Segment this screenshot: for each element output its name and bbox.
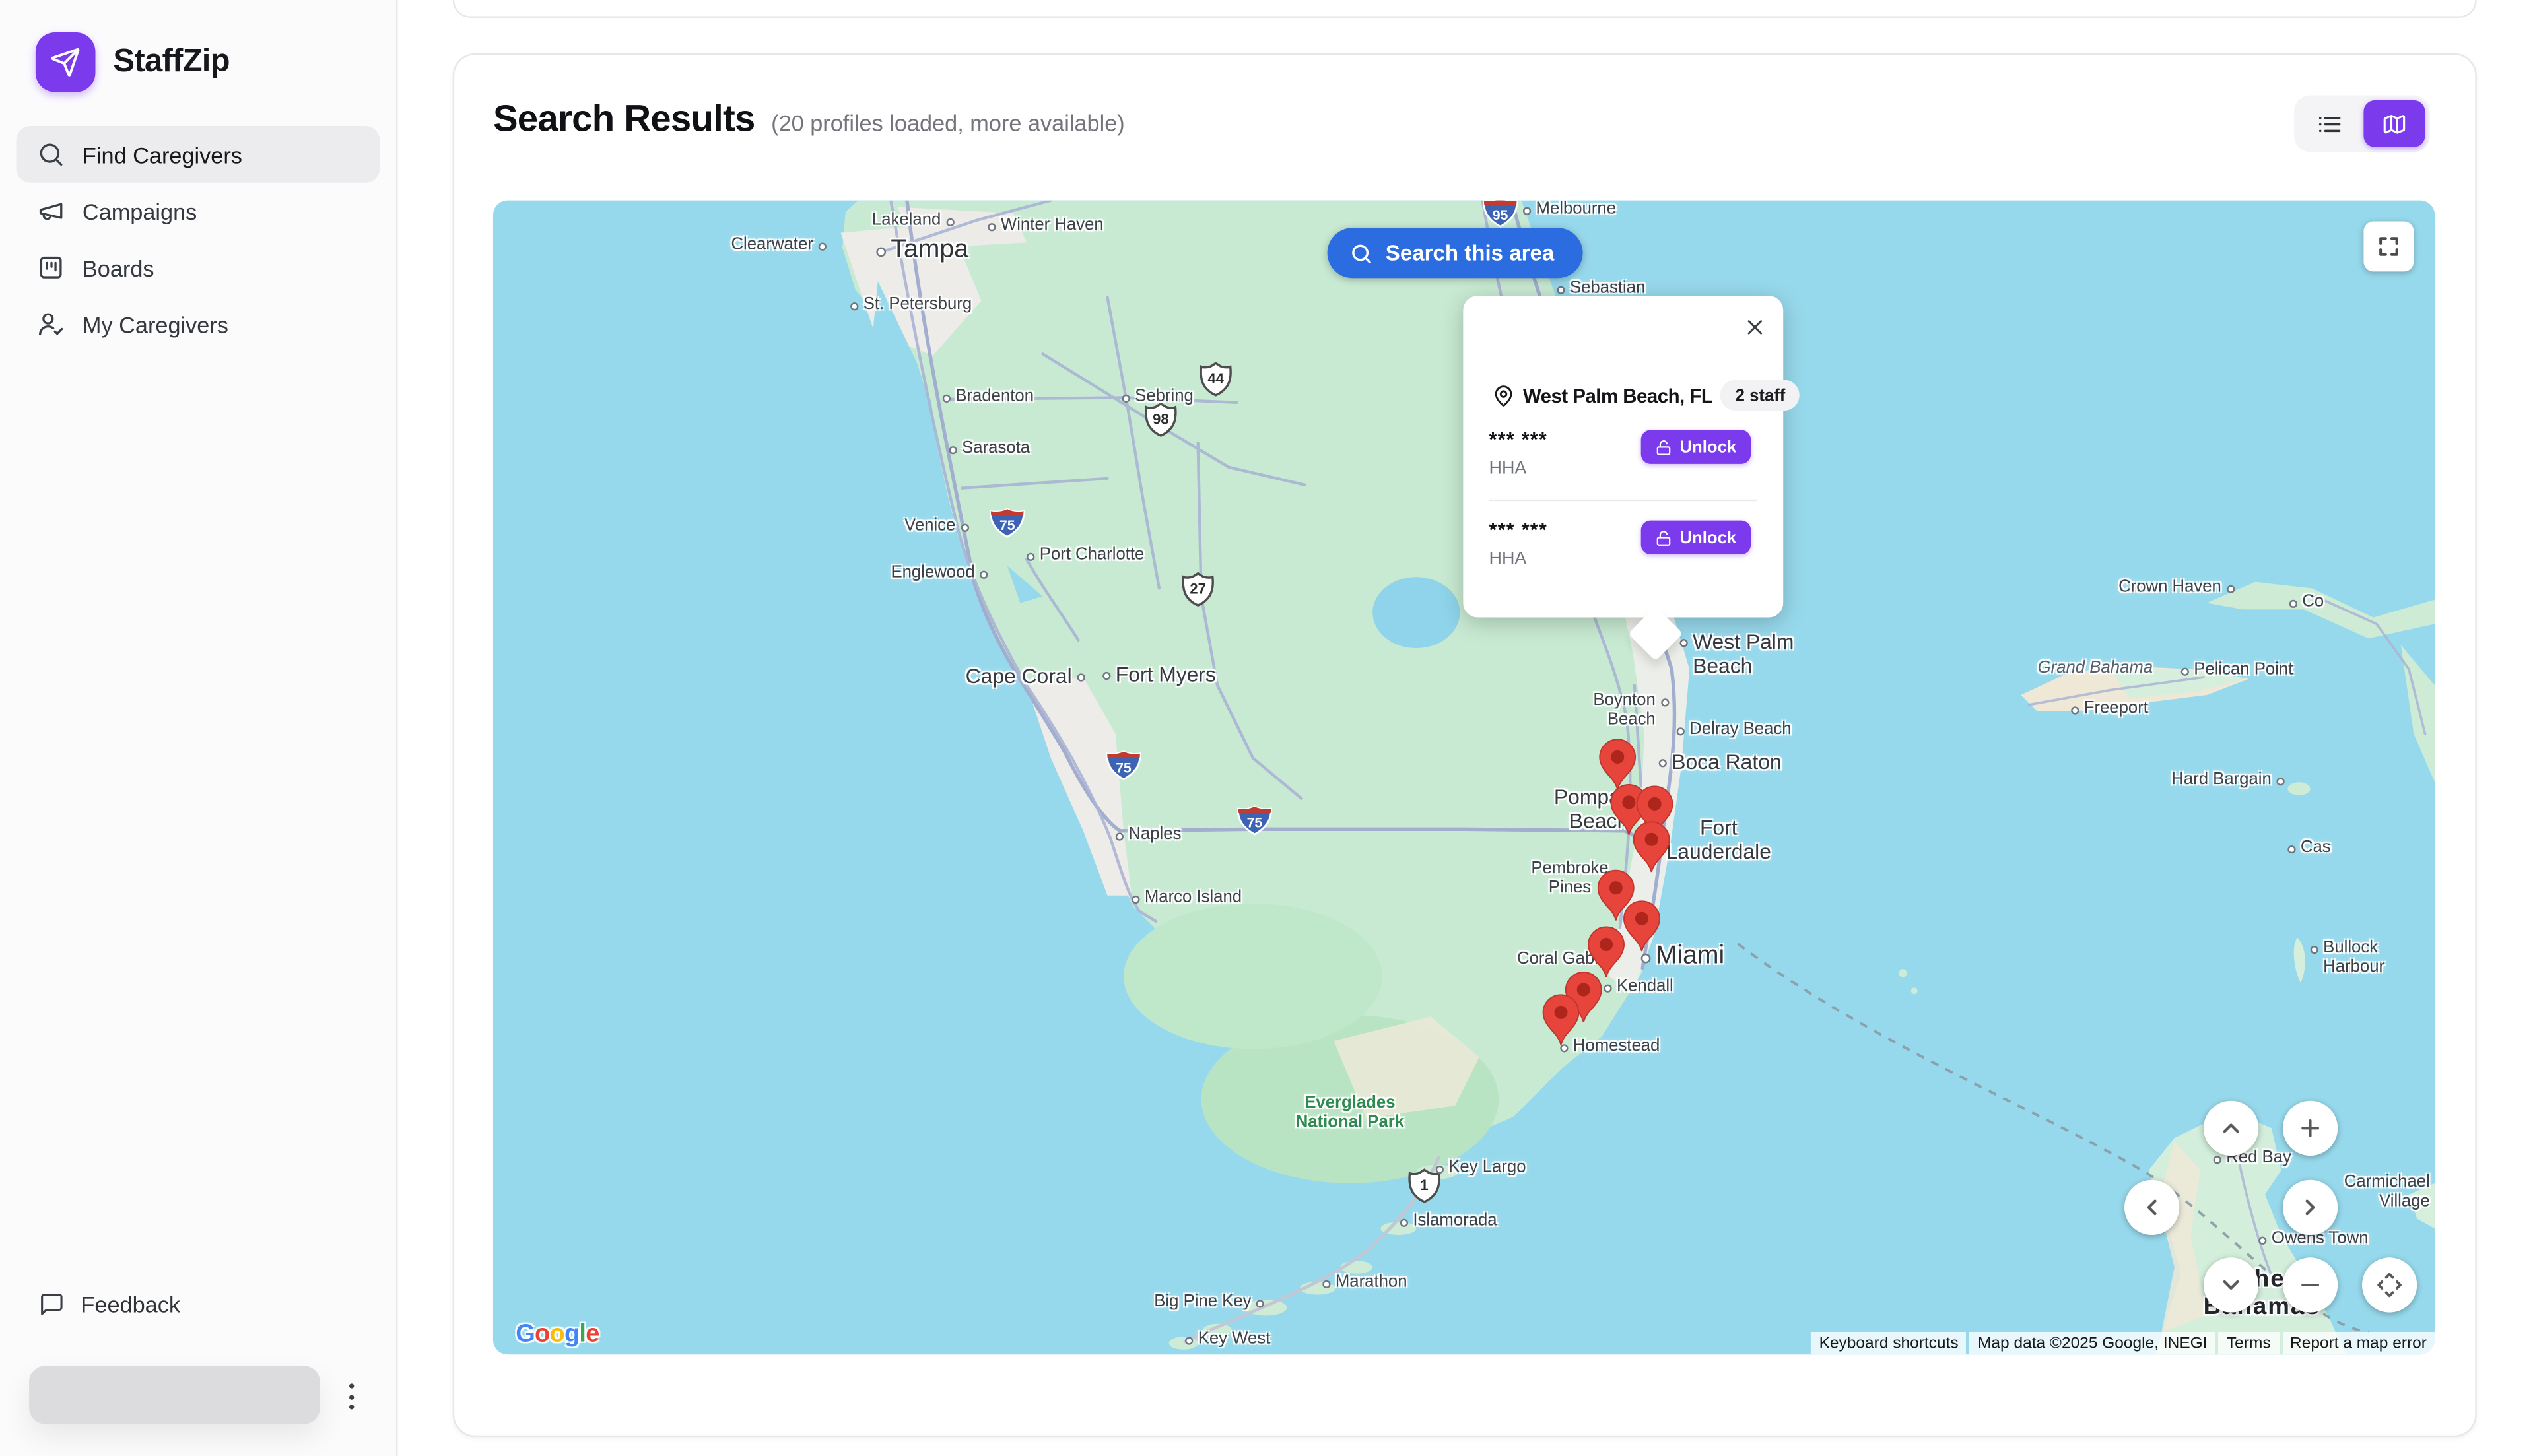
sidebar-item-label: My Caregivers bbox=[82, 311, 228, 337]
pan-right-button[interactable] bbox=[2282, 1179, 2338, 1236]
search-this-area-button[interactable]: Search this area bbox=[1327, 228, 1584, 279]
results-count: (20 profiles loaded, more available) bbox=[771, 110, 1125, 136]
chevron-left-icon bbox=[2147, 1199, 2157, 1216]
location-popup: West Palm Beach, FL 2 staff *** *** HHA … bbox=[1463, 296, 1800, 661]
unlock-button[interactable]: Unlock bbox=[1640, 430, 1751, 464]
unlock-button[interactable]: Unlock bbox=[1640, 520, 1751, 555]
map-pin[interactable] bbox=[1586, 925, 1624, 985]
map-pin[interactable] bbox=[1541, 993, 1579, 1053]
sidebar-nav: Find Caregivers Campaigns Boards My Care… bbox=[16, 126, 380, 352]
divider bbox=[1489, 499, 1758, 502]
pan-up-button[interactable] bbox=[2203, 1100, 2259, 1156]
popup-close-button[interactable] bbox=[1740, 312, 1769, 341]
unlock-icon bbox=[1656, 529, 1671, 545]
account-menu-button[interactable] bbox=[338, 1377, 364, 1416]
pan-left-button[interactable] bbox=[2124, 1179, 2180, 1236]
search-this-area-label: Search this area bbox=[1385, 240, 1555, 265]
popup-location: West Palm Beach, FL bbox=[1522, 383, 1713, 407]
chevron-down-icon bbox=[2223, 1280, 2239, 1290]
view-toggle bbox=[2294, 95, 2430, 152]
map-icon bbox=[2383, 114, 2406, 133]
sidebar-item-my-caregivers[interactable]: My Caregivers bbox=[16, 296, 380, 352]
sidebar-item-label: Boards bbox=[82, 254, 154, 281]
sidebar-item-find-caregivers[interactable]: Find Caregivers bbox=[16, 126, 380, 183]
feedback-button[interactable]: Feedback bbox=[39, 1292, 180, 1317]
sidebar: StaffZip Find Caregivers Campaigns Board… bbox=[0, 0, 398, 1456]
search-icon bbox=[40, 143, 63, 166]
map-pin[interactable] bbox=[1632, 820, 1670, 880]
map-canvas[interactable]: Search this area West Palm Be bbox=[492, 200, 2435, 1355]
megaphone-icon bbox=[39, 203, 63, 220]
sidebar-item-label: Campaigns bbox=[82, 198, 197, 224]
search-icon bbox=[1352, 244, 1371, 263]
minus-icon bbox=[2301, 1283, 2319, 1286]
map-view-button[interactable] bbox=[2363, 100, 2425, 147]
sidebar-item-label: Find Caregivers bbox=[82, 141, 242, 168]
pan-mode-button[interactable] bbox=[2361, 1257, 2417, 1313]
close-icon bbox=[1747, 319, 1761, 334]
chat-bubble-icon bbox=[41, 1294, 63, 1315]
zoom-in-button[interactable] bbox=[2282, 1100, 2338, 1156]
sidebar-item-boards[interactable]: Boards bbox=[16, 239, 380, 296]
staff-name-masked: *** *** bbox=[1489, 428, 1548, 451]
feedback-label: Feedback bbox=[81, 1291, 181, 1317]
fullscreen-button[interactable] bbox=[2363, 221, 2414, 272]
staff-name-masked: *** *** bbox=[1489, 519, 1548, 542]
map-data-credit: Map data ©2025 Google, INEGI bbox=[1969, 1331, 2215, 1355]
report-map-error-link[interactable]: Report a map error bbox=[2282, 1331, 2435, 1355]
sidebar-item-campaigns[interactable]: Campaigns bbox=[16, 183, 380, 240]
unlock-label: Unlock bbox=[1679, 437, 1737, 457]
app-title: StaffZip bbox=[113, 44, 230, 80]
fullscreen-icon bbox=[2379, 237, 2398, 256]
user-check-icon bbox=[39, 313, 63, 336]
map-attribution: Keyboard shortcuts Map data ©2025 Google… bbox=[1811, 1331, 2435, 1355]
staff-row: *** *** HHA Unlock bbox=[1489, 428, 1751, 493]
search-results-card: Search Results (20 profiles loaded, more… bbox=[452, 53, 2477, 1438]
unlock-label: Unlock bbox=[1679, 527, 1737, 547]
staff-count-badge: 2 staff bbox=[1720, 380, 1800, 411]
terms-link[interactable]: Terms bbox=[2218, 1331, 2279, 1355]
chevron-right-icon bbox=[2305, 1199, 2315, 1216]
plus-icon bbox=[2301, 1119, 2319, 1137]
send-icon bbox=[35, 32, 96, 92]
map-pin[interactable] bbox=[1564, 970, 1602, 1031]
list-icon bbox=[2318, 116, 2341, 131]
zoom-out-button[interactable] bbox=[2282, 1257, 2338, 1313]
move-icon bbox=[2377, 1273, 2402, 1298]
kanban-icon bbox=[40, 256, 62, 279]
staff-credential: HHA bbox=[1489, 459, 1527, 479]
card-header: Search Results (20 profiles loaded, more… bbox=[493, 97, 1125, 141]
pan-down-button[interactable] bbox=[2203, 1257, 2259, 1313]
list-view-button[interactable] bbox=[2299, 100, 2360, 147]
map-pin[interactable] bbox=[1596, 869, 1634, 929]
map-pin[interactable] bbox=[1622, 900, 1660, 960]
keyboard-shortcuts-link[interactable]: Keyboard shortcuts bbox=[1811, 1331, 1967, 1355]
popup-header: West Palm Beach, FL 2 staff bbox=[1492, 380, 1800, 411]
previous-card-edge bbox=[452, 0, 2477, 18]
app-logo[interactable]: StaffZip bbox=[35, 32, 230, 92]
page-title: Search Results bbox=[492, 96, 755, 139]
chevron-up-icon bbox=[2223, 1123, 2239, 1133]
unlock-icon bbox=[1656, 439, 1671, 455]
user-account-redacted[interactable] bbox=[29, 1366, 320, 1424]
staff-row: *** *** HHA Unlock bbox=[1489, 519, 1751, 583]
staff-credential: HHA bbox=[1489, 549, 1527, 570]
location-pin-icon bbox=[1495, 385, 1512, 406]
google-logo: Google bbox=[516, 1320, 599, 1348]
